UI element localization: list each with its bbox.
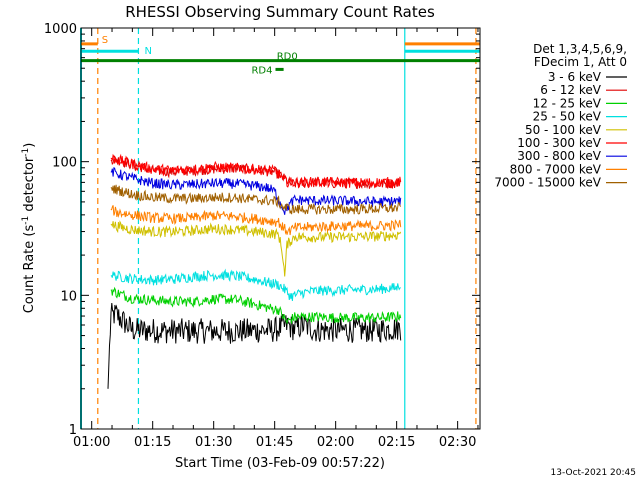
y-tick-label-1: 10 bbox=[60, 289, 77, 304]
series-line-5 bbox=[110, 153, 402, 190]
legend-label-0: 3 - 6 keV bbox=[548, 70, 602, 84]
y-tick-label-2: 100 bbox=[52, 156, 77, 171]
legend-label-3: 25 - 50 keV bbox=[533, 110, 602, 124]
y-axis-label-part2: detector bbox=[22, 156, 37, 216]
annotation-label-n: N bbox=[144, 46, 151, 57]
series-line-4 bbox=[110, 220, 402, 277]
legend-label-8: 7000 - 15000 keV bbox=[494, 176, 601, 190]
x-tick-label-4: 02:00 bbox=[317, 435, 354, 450]
series-line-2 bbox=[110, 286, 402, 325]
annotation-label-rd0: RD0 bbox=[277, 52, 298, 63]
footer-date: 13-Oct-2021 20:45 bbox=[551, 468, 636, 478]
annotation-label-rd4: RD4 bbox=[251, 65, 272, 76]
y-axis-ticks: 1 10 100 1000 bbox=[44, 22, 480, 438]
legend-header-line1: Det 1,3,4,5,6,9, bbox=[533, 42, 627, 56]
x-axis-label: Start Time (03-Feb-09 00:57:22) bbox=[175, 456, 385, 471]
series-lines bbox=[107, 153, 402, 389]
series-line-8 bbox=[110, 184, 402, 215]
chart-title: RHESSI Observing Summary Count Rates bbox=[125, 3, 435, 21]
x-tick-label-6: 02:30 bbox=[439, 435, 476, 450]
y-tick-label-3: 1000 bbox=[44, 22, 77, 37]
plot-frame bbox=[80, 27, 481, 430]
legend-header-line2: FDecim 1, Att 0 bbox=[534, 55, 627, 69]
y-axis-label: Count Rate (s-1 detector-1) bbox=[21, 143, 37, 314]
series-line-7 bbox=[110, 205, 402, 236]
attenuator-annotations: S N RD0 RD4 bbox=[81, 35, 480, 76]
y-axis-label-part1: Count Rate (s bbox=[22, 225, 37, 314]
legend-label-4: 50 - 100 keV bbox=[525, 123, 602, 137]
x-tick-label-1: 01:15 bbox=[134, 435, 171, 450]
x-tick-label-5: 02:15 bbox=[378, 435, 415, 450]
legend-label-2: 12 - 25 keV bbox=[533, 96, 602, 110]
legend-label-7: 800 - 7000 keV bbox=[510, 162, 602, 176]
y-axis-label-sup1: -1 bbox=[21, 216, 31, 225]
legend-label-1: 6 - 12 keV bbox=[540, 83, 602, 97]
legend-label-5: 100 - 300 keV bbox=[517, 136, 601, 150]
annotation-label-s: S bbox=[102, 35, 108, 46]
y-axis-label-sup2: -1 bbox=[21, 148, 31, 157]
x-tick-label-3: 01:45 bbox=[256, 435, 293, 450]
y-axis-label-part3: ) bbox=[22, 143, 37, 148]
x-tick-label-0: 01:00 bbox=[73, 435, 110, 450]
series-line-0 bbox=[107, 303, 402, 389]
x-axis-ticks: 01:00 01:15 01:30 01:45 02:00 02:15 02:30 bbox=[73, 28, 479, 450]
legend-label-6: 300 - 800 keV bbox=[517, 149, 601, 163]
y-tick-label-0: 1 bbox=[69, 423, 77, 438]
x-tick-label-2: 01:30 bbox=[195, 435, 232, 450]
series-line-3 bbox=[110, 268, 401, 301]
series-line-6 bbox=[110, 167, 402, 215]
